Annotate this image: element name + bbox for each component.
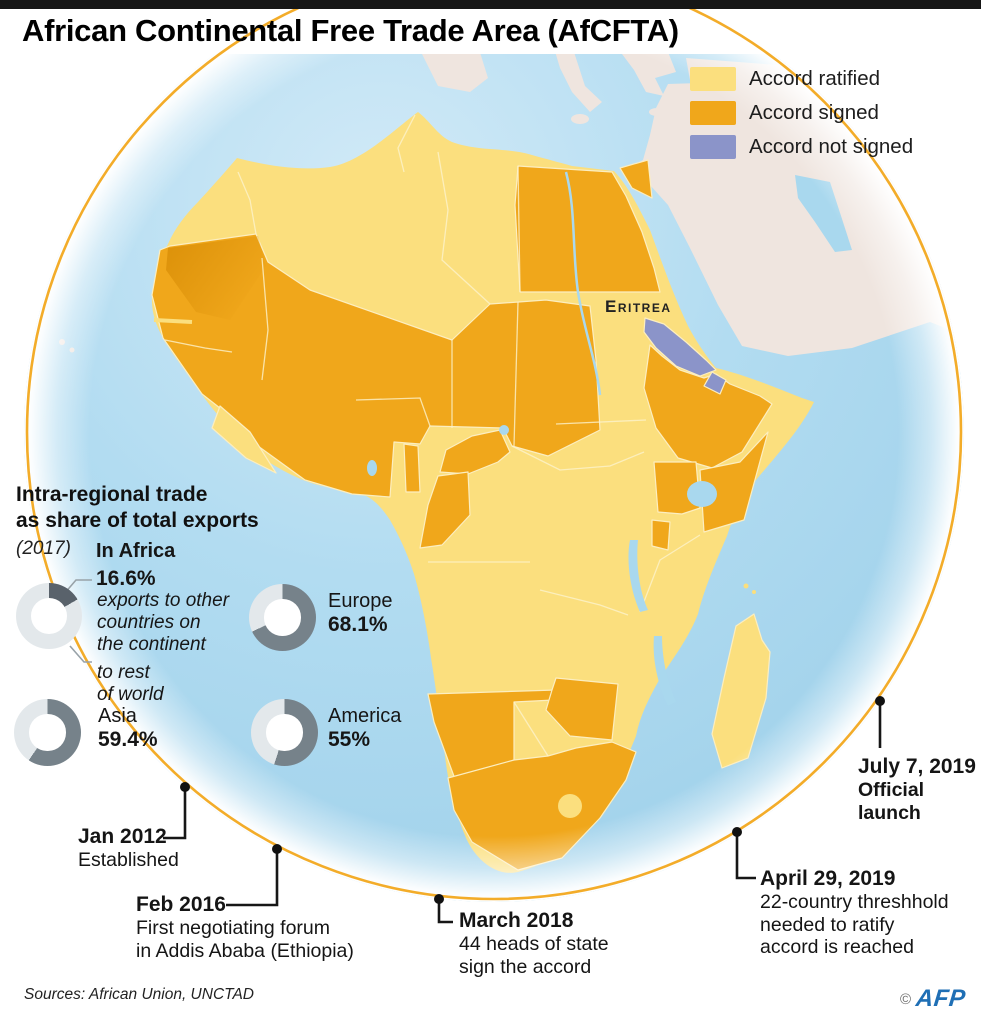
- timeline-march-2018: March 2018 44 heads of state sign the ac…: [459, 909, 609, 978]
- donut-value-america: 55%: [328, 728, 371, 751]
- ratified-swatch: [690, 67, 736, 91]
- timeline-april-2019: April 29, 2019 22-country threshhold nee…: [760, 867, 949, 958]
- sources-note: Sources: African Union, UNCTAD: [24, 986, 254, 1003]
- trade-stats-year: (2017): [16, 538, 71, 559]
- donut-label-in-africa: In Africa: [96, 540, 176, 562]
- donut-label-asia: Asia: [98, 705, 137, 727]
- donut-america: [251, 699, 318, 766]
- legend: Accord ratified Accord signed Accord not…: [690, 62, 913, 164]
- timeline-connectors: [163, 696, 885, 924]
- page-title: African Continental Free Trade Area (AfC…: [22, 13, 679, 48]
- timeline-july-2019: July 7, 2019 Official launch: [858, 755, 976, 824]
- donut-label-america: America: [328, 705, 402, 727]
- donut-value-asia: 59.4%: [98, 728, 158, 751]
- heading-line2: as share of total exports: [16, 509, 259, 532]
- afp-logo: AFP: [914, 985, 968, 1012]
- globe-rim: [25, 0, 963, 901]
- donut-note-continent: exports to other countries on the contin…: [97, 590, 230, 655]
- copyright-icon: ©: [900, 990, 912, 1008]
- legend-item-not-signed: Accord not signed: [690, 130, 913, 164]
- signed-swatch: [690, 101, 736, 125]
- legend-item-ratified: Accord ratified: [690, 62, 913, 96]
- header-band: [0, 0, 981, 54]
- heading-line1: Intra-regional trade: [16, 483, 208, 506]
- donut-note-rest-of-world: to rest of world: [97, 662, 164, 705]
- top-rule: [0, 0, 981, 9]
- legend-item-signed: Accord signed: [690, 96, 913, 130]
- timeline-feb-2016: Feb 2016 First negotiating forum in Addi…: [136, 893, 354, 962]
- legend-label: Accord not signed: [749, 135, 914, 158]
- donut-in-africa: [16, 583, 82, 649]
- donut-europe: [249, 584, 316, 651]
- map-label-eritrea: Eritrea: [605, 297, 672, 316]
- not-signed-swatch: [690, 135, 736, 159]
- afp-credit: © AFP: [900, 985, 968, 1013]
- legend-label: Accord signed: [749, 101, 879, 124]
- donut-value-europe: 68.1%: [328, 613, 388, 636]
- legend-label: Accord ratified: [749, 67, 881, 90]
- donut-label-europe: Europe: [328, 590, 393, 612]
- globe-edge-fade: [24, 0, 964, 902]
- trade-stats-heading: Intra-regional trade as share of total e…: [16, 482, 259, 534]
- timeline-jan-2012: Jan 2012 Established: [78, 825, 179, 871]
- donut-value-in-africa: 16.6%: [96, 567, 156, 590]
- donut-asia: [14, 699, 81, 766]
